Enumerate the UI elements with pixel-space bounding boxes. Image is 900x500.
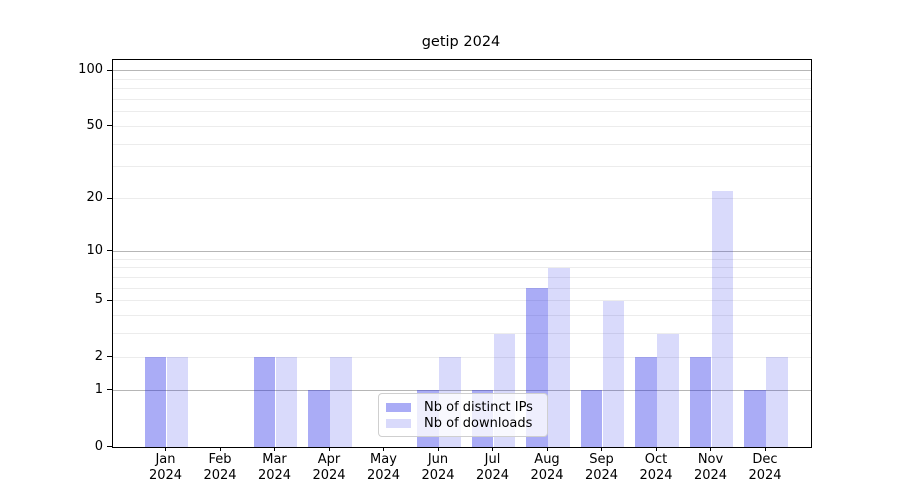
y-axis-tick-label: 2 <box>94 348 103 364</box>
x-axis-tick <box>274 447 275 451</box>
x-axis-tick <box>437 447 439 451</box>
y-axis-tick-label: 0 <box>94 438 103 454</box>
minor-gridline <box>113 276 811 278</box>
x-axis-tick <box>492 447 493 451</box>
bar-downloads <box>166 357 189 447</box>
minor-gridline <box>113 166 811 168</box>
bar-distinct-ips <box>744 390 766 447</box>
major-gridline <box>113 250 811 252</box>
x-axis-tick <box>655 447 657 451</box>
chart-title: getip 2024 <box>421 34 501 50</box>
bar-distinct-ips <box>253 357 276 447</box>
y-axis-tick <box>107 197 112 199</box>
x-axis-tick <box>328 447 330 451</box>
minor-gridline <box>113 356 811 358</box>
x-axis-tick-label: Aug 2024 <box>530 452 564 483</box>
x-axis-tick-label: Jul 2024 <box>475 452 510 483</box>
y-axis-tick-label: 50 <box>86 117 103 133</box>
x-axis-tick-label: Mar 2024 <box>257 452 292 483</box>
legend-item-downloads: Nb of downloads <box>386 416 540 431</box>
y-axis-tick <box>107 250 112 252</box>
minor-gridline <box>113 125 811 127</box>
bar-distinct-ips <box>635 357 657 447</box>
y-axis-tick <box>107 446 112 447</box>
bar-distinct-ips <box>144 357 167 447</box>
x-axis-tick <box>165 447 166 451</box>
x-axis-tick-label: Dec 2024 <box>748 452 782 483</box>
x-axis-tick <box>601 447 602 451</box>
minor-gridline <box>113 88 811 90</box>
legend-item-distinct-ips: Nb of distinct IPs <box>386 400 540 415</box>
minor-gridline <box>113 198 811 200</box>
bar-downloads <box>275 357 298 447</box>
x-axis-tick-label: Jun 2024 <box>421 452 455 483</box>
bar-distinct-ips <box>308 390 330 447</box>
x-axis-tick <box>710 447 711 451</box>
bar-downloads <box>766 357 788 447</box>
y-axis-tick-label: 100 <box>78 62 103 78</box>
y-axis-tick <box>107 69 112 71</box>
plot-area <box>112 59 812 448</box>
major-gridline <box>113 70 811 72</box>
bar-downloads <box>602 300 625 447</box>
minor-gridline <box>113 258 811 260</box>
y-axis-tick <box>107 356 112 358</box>
minor-gridline <box>113 300 811 302</box>
legend-swatch-distinct-ips <box>386 402 411 412</box>
x-axis-tick-label: May 2024 <box>366 452 401 483</box>
x-axis-tick-label: Nov 2024 <box>693 452 728 483</box>
minor-gridline <box>113 333 811 335</box>
x-axis-tick <box>383 447 384 451</box>
legend-label-downloads: Nb of downloads <box>424 415 533 431</box>
x-axis-tick <box>764 447 766 451</box>
y-axis-tick-label: 1 <box>94 381 103 397</box>
minor-gridline <box>113 315 811 317</box>
legend-swatch-downloads <box>386 418 411 428</box>
y-axis-tick-label: 5 <box>94 292 103 308</box>
x-axis-tick-label: Feb 2024 <box>203 452 237 483</box>
y-axis-tick <box>107 299 112 301</box>
x-axis-tick <box>546 447 548 451</box>
y-axis-tick <box>107 389 112 391</box>
x-axis-tick <box>219 447 221 451</box>
y-axis-tick <box>107 125 112 127</box>
bar-downloads <box>711 191 734 447</box>
legend: Nb of distinct IPs Nb of downloads <box>378 393 548 437</box>
bar-downloads <box>330 357 352 447</box>
bar-downloads <box>657 333 679 447</box>
minor-gridline <box>113 98 811 100</box>
y-axis-tick-label: 10 <box>86 242 103 258</box>
y-axis-tick-label: 20 <box>86 190 103 206</box>
x-axis-tick-label: Oct 2024 <box>639 452 673 483</box>
bar-distinct-ips <box>580 390 603 447</box>
x-axis-tick-label: Sep 2024 <box>584 452 619 483</box>
minor-gridline <box>113 267 811 269</box>
major-gridline <box>113 389 811 391</box>
bar-distinct-ips <box>689 357 712 447</box>
bar-downloads <box>548 267 570 447</box>
x-axis-tick-label: Apr 2024 <box>312 452 346 483</box>
minor-gridline <box>113 287 811 289</box>
minor-gridline <box>113 78 811 80</box>
minor-gridline <box>113 143 811 145</box>
x-axis-tick-label: Jan 2024 <box>148 452 183 483</box>
minor-gridline <box>113 111 811 113</box>
legend-label-distinct-ips: Nb of distinct IPs <box>424 399 533 415</box>
